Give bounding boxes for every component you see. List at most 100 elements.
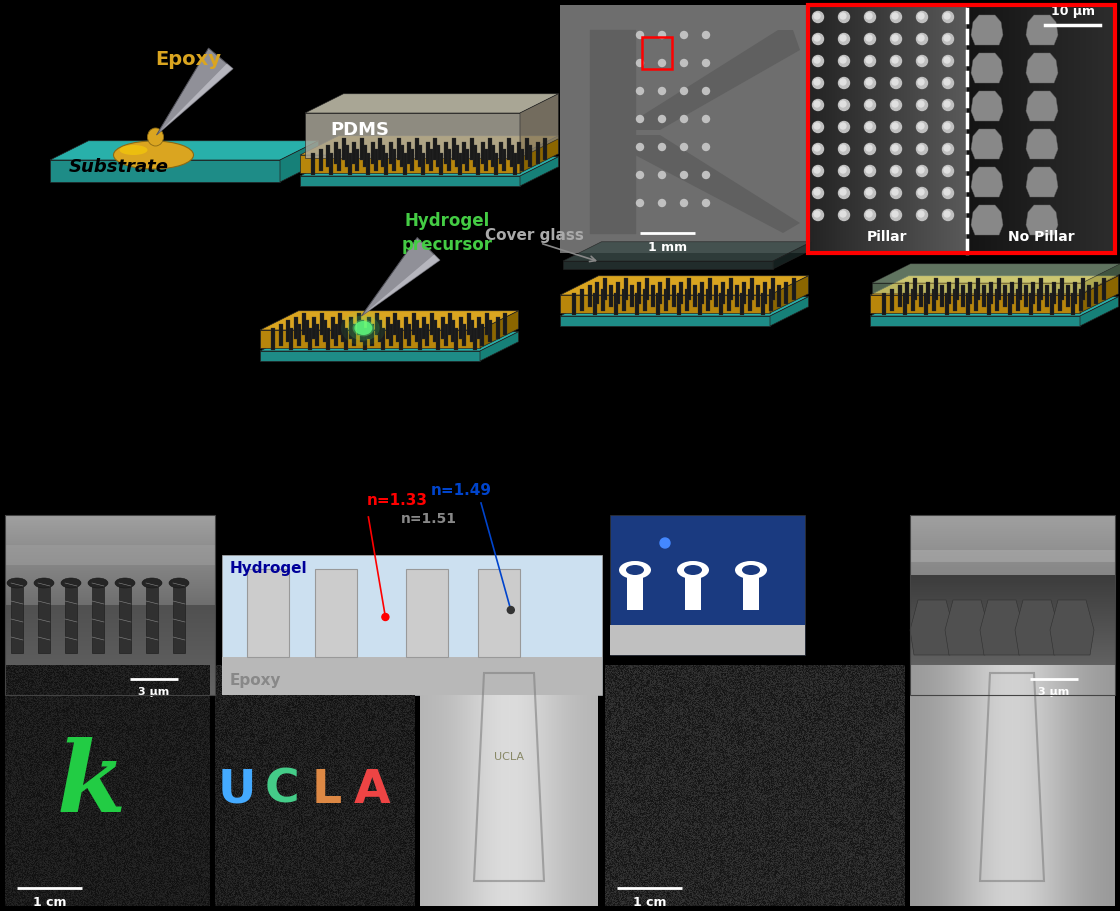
Bar	[146, 583, 158, 653]
Polygon shape	[422, 316, 427, 339]
Polygon shape	[672, 285, 675, 307]
Circle shape	[840, 57, 846, 63]
Circle shape	[839, 144, 849, 155]
Polygon shape	[945, 293, 950, 315]
Bar	[610, 625, 805, 655]
Text: 1 mm: 1 mm	[648, 241, 687, 254]
Polygon shape	[967, 293, 970, 315]
Bar	[4, 545, 215, 565]
Circle shape	[812, 34, 823, 45]
Polygon shape	[735, 285, 739, 307]
Circle shape	[916, 121, 927, 132]
Polygon shape	[396, 138, 401, 159]
Circle shape	[890, 210, 902, 220]
Ellipse shape	[115, 578, 136, 588]
Polygon shape	[971, 129, 1004, 159]
Polygon shape	[713, 285, 718, 307]
Polygon shape	[883, 293, 886, 315]
Polygon shape	[463, 141, 466, 164]
Circle shape	[918, 145, 924, 151]
Circle shape	[918, 13, 924, 19]
Circle shape	[916, 144, 927, 155]
Text: 3 μm: 3 μm	[1038, 687, 1070, 697]
Text: Pillar: Pillar	[867, 230, 907, 244]
Circle shape	[890, 188, 902, 199]
Polygon shape	[485, 312, 489, 334]
Polygon shape	[719, 293, 724, 315]
Polygon shape	[480, 311, 519, 348]
Text: 10 μm: 10 μm	[1051, 5, 1095, 18]
Bar	[119, 583, 131, 653]
Polygon shape	[1039, 278, 1043, 300]
Circle shape	[636, 59, 644, 67]
Polygon shape	[594, 293, 597, 315]
Circle shape	[944, 189, 950, 195]
Polygon shape	[357, 312, 361, 334]
Circle shape	[944, 35, 950, 41]
Polygon shape	[393, 312, 398, 334]
Ellipse shape	[148, 128, 164, 146]
Polygon shape	[909, 600, 954, 655]
Polygon shape	[319, 149, 323, 171]
Circle shape	[943, 12, 953, 23]
Circle shape	[812, 210, 823, 220]
Polygon shape	[870, 297, 1119, 316]
Text: UCLA: UCLA	[494, 752, 524, 762]
Polygon shape	[344, 328, 348, 350]
Polygon shape	[50, 160, 280, 182]
Polygon shape	[560, 316, 771, 326]
Circle shape	[839, 99, 849, 110]
Polygon shape	[404, 316, 408, 339]
Polygon shape	[418, 146, 422, 168]
Polygon shape	[463, 324, 466, 346]
Polygon shape	[289, 328, 293, 350]
Polygon shape	[520, 94, 559, 158]
Polygon shape	[451, 138, 456, 159]
Polygon shape	[971, 167, 1004, 197]
Polygon shape	[945, 600, 989, 655]
Circle shape	[681, 116, 688, 122]
Polygon shape	[362, 254, 440, 316]
Circle shape	[943, 34, 953, 45]
Polygon shape	[572, 293, 577, 315]
Circle shape	[865, 121, 876, 132]
Polygon shape	[580, 289, 584, 312]
Circle shape	[636, 116, 644, 122]
Polygon shape	[1080, 297, 1119, 326]
Polygon shape	[762, 293, 765, 315]
Circle shape	[702, 32, 709, 38]
Polygon shape	[740, 293, 745, 315]
Polygon shape	[371, 324, 374, 346]
Polygon shape	[445, 141, 448, 164]
Polygon shape	[926, 281, 931, 303]
Bar	[909, 515, 1116, 695]
Circle shape	[944, 211, 950, 217]
Polygon shape	[748, 289, 752, 312]
Polygon shape	[792, 278, 796, 300]
Circle shape	[944, 79, 950, 85]
Circle shape	[681, 87, 688, 95]
Polygon shape	[743, 281, 746, 303]
Circle shape	[916, 77, 927, 88]
Polygon shape	[287, 321, 290, 343]
Polygon shape	[520, 136, 559, 173]
Polygon shape	[635, 30, 800, 130]
Polygon shape	[932, 289, 936, 312]
Polygon shape	[381, 328, 385, 350]
Polygon shape	[1026, 91, 1058, 121]
Polygon shape	[624, 278, 628, 300]
Polygon shape	[629, 285, 634, 307]
Circle shape	[659, 87, 665, 95]
Polygon shape	[441, 316, 445, 339]
Polygon shape	[502, 149, 506, 171]
Circle shape	[892, 123, 898, 129]
Circle shape	[681, 32, 688, 38]
Polygon shape	[517, 141, 522, 164]
Circle shape	[890, 144, 902, 155]
Polygon shape	[455, 328, 458, 350]
Circle shape	[382, 613, 389, 620]
Bar	[4, 515, 215, 695]
Bar	[685, 570, 701, 610]
Circle shape	[890, 166, 902, 177]
Polygon shape	[870, 316, 1080, 326]
